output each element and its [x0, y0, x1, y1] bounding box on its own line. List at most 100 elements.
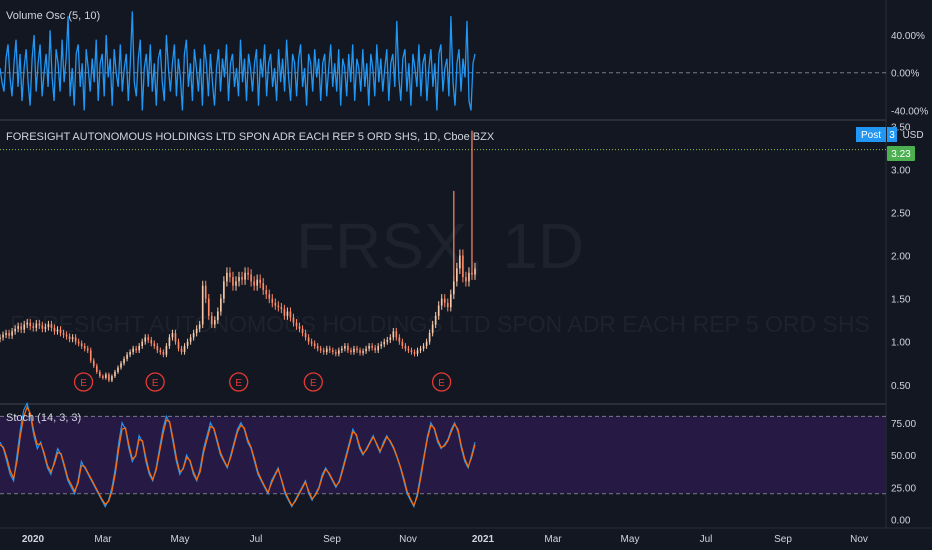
time-axis-label: Mar	[94, 534, 112, 545]
candle-body	[44, 327, 47, 329]
candle-body	[407, 348, 410, 351]
candle-body	[262, 283, 265, 290]
symbol-title[interactable]: FORESIGHT AUTONOMOUS HOLDINGS LTD SPON A…	[6, 131, 495, 143]
candle-body	[295, 322, 298, 327]
post-market-badge[interactable]: Post 3 USD	[856, 127, 924, 142]
candle-body	[65, 334, 68, 337]
candle-body	[241, 277, 243, 280]
price-pane[interactable]: FRSX, 1D FORESIGHT AUTONOMOUS HOLDINGS L…	[0, 122, 924, 392]
candle-body	[347, 346, 349, 351]
time-axis-label: 2020	[22, 534, 45, 545]
candle-body	[186, 341, 189, 346]
candle-body	[129, 352, 131, 355]
candle-body	[162, 352, 165, 355]
earnings-marker-circle	[73, 372, 94, 392]
candle-body	[404, 346, 407, 349]
candle-body	[410, 350, 413, 353]
candle-body	[144, 337, 147, 342]
candle-body	[350, 350, 352, 353]
candle-body	[59, 329, 62, 334]
candle-body	[180, 348, 183, 353]
last-price-text: 3.23	[891, 149, 911, 160]
earnings-marker-label: E	[80, 378, 87, 389]
price-y-ticks: 3.50 3.00 2.50 2.00 1.50 1.00 0.50	[891, 122, 911, 391]
candle-body	[338, 350, 340, 354]
watermark-name: FORESIGHT AUTONOMOUS HOLDINGS LTD SPON A…	[10, 311, 870, 337]
candle-body	[189, 337, 192, 342]
stoch-band-lines	[0, 415, 886, 495]
candle-body	[374, 347, 376, 351]
time-axis-label: Nov	[399, 534, 417, 545]
candle-body	[195, 328, 198, 334]
candle-body	[277, 305, 280, 308]
candle-body	[250, 274, 252, 282]
candle-body	[383, 341, 386, 345]
candle-body	[289, 311, 292, 318]
candle-body	[141, 341, 144, 346]
candle-body	[331, 350, 334, 353]
candle-body	[117, 367, 119, 372]
earnings-marker-label: E	[235, 378, 242, 389]
candle-body	[380, 344, 383, 346]
candle-body	[425, 341, 428, 346]
candle-body	[310, 341, 313, 344]
candle-body	[286, 311, 289, 316]
price-candles	[0, 130, 476, 383]
candle-body	[325, 348, 328, 353]
candle-body	[465, 277, 467, 282]
candle-body	[449, 294, 452, 308]
volume-osc-line	[0, 11, 476, 111]
price-tick-label: 1.50	[891, 295, 911, 306]
stoch-tick-label: 25.00	[891, 483, 916, 494]
candle-body	[204, 285, 207, 299]
time-axis-label: Sep	[774, 534, 792, 545]
candle-body	[17, 326, 19, 329]
candle-body	[126, 354, 128, 359]
candle-body	[371, 346, 373, 348]
earnings-marker-label: E	[152, 378, 159, 389]
volume-osc-tick-label: 40.00%	[891, 31, 925, 42]
stoch-tick-label: 75.00	[891, 419, 916, 430]
candle-body	[298, 326, 301, 329]
candle-body	[301, 328, 304, 334]
last-price-badge: 3.23	[887, 146, 915, 161]
candle-body	[431, 324, 434, 334]
candle-body	[389, 337, 392, 340]
candle-body	[213, 320, 216, 325]
last-price-badge-bg	[887, 146, 915, 161]
time-axis-label: May	[621, 534, 640, 545]
price-tick-label: 3.00	[891, 165, 911, 176]
watermark-symbol: FRSX, 1D	[296, 210, 584, 282]
candle-body	[108, 374, 110, 381]
price-tick-label: 2.50	[891, 208, 911, 219]
candle-body	[398, 337, 401, 342]
stoch-pane[interactable]: Stoch (14, 3, 3) 75.00 50.00 25.00 0.00	[0, 401, 916, 527]
candle-body	[32, 326, 35, 328]
volume-osc-pane[interactable]: Volume Osc (5, 10) 40.00% 0.00% -40.00%	[0, 10, 928, 117]
candle-body	[2, 334, 4, 338]
candle-body	[47, 324, 50, 328]
candle-body	[395, 331, 398, 338]
candle-body	[120, 363, 122, 368]
candle-body	[440, 298, 443, 306]
candle-body	[71, 337, 74, 340]
candle-body	[468, 272, 470, 282]
candle-body	[159, 350, 162, 353]
volume-osc-title: Volume Osc (5, 10)	[6, 10, 100, 22]
candle-body	[92, 360, 95, 366]
candle-body	[271, 298, 274, 303]
candle-body	[223, 281, 225, 299]
candle-body	[29, 322, 32, 327]
candle-body	[62, 333, 65, 335]
candle-body	[377, 346, 380, 351]
candle-body	[147, 337, 150, 340]
time-axis[interactable]: 2020 Mar May Jul Sep Nov 2021 Mar May Jul Sep Nov	[22, 534, 868, 545]
candle-body	[292, 317, 295, 323]
candle-body	[428, 333, 431, 342]
candle-body	[238, 277, 240, 282]
volume-osc-y-ticks: 40.00% 0.00% -40.00%	[891, 31, 928, 117]
candle-body	[456, 268, 458, 282]
currency-label[interactable]: USD	[902, 130, 923, 141]
candle-body	[89, 350, 92, 361]
